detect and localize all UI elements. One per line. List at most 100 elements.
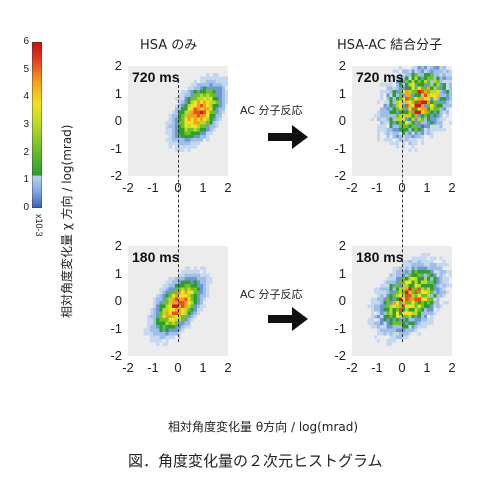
x-tick-label: 0 xyxy=(174,360,182,375)
heatmap-cell xyxy=(439,79,443,84)
heatmap-cell xyxy=(395,93,399,98)
heatmap-cell xyxy=(411,76,415,80)
heatmap-cell xyxy=(430,307,434,312)
heatmap-cell xyxy=(420,270,424,274)
heatmap-cell xyxy=(193,304,197,308)
heatmap-cell xyxy=(193,273,197,278)
heatmap-cell xyxy=(199,86,204,91)
heatmap-cell xyxy=(196,114,200,118)
heatmap-cell xyxy=(386,283,390,288)
heatmap-cell xyxy=(439,266,443,271)
heatmap-cell xyxy=(178,141,182,146)
x-tick-label: 0 xyxy=(174,180,182,195)
heatmap-cell xyxy=(386,96,390,101)
heatmap-cell xyxy=(442,76,446,80)
heatmap-cell xyxy=(420,256,424,260)
heatmap-cell xyxy=(423,117,428,122)
heatmap-cell xyxy=(430,270,434,274)
heatmap-cell xyxy=(181,107,185,111)
heatmap-cell xyxy=(174,121,179,125)
heatmap-cell xyxy=(206,134,210,139)
heatmap-cell xyxy=(377,100,381,104)
heatmap-cell xyxy=(411,131,415,135)
heatmap-cell xyxy=(430,131,434,135)
heatmap-cell xyxy=(193,270,197,274)
heatmap-cell xyxy=(178,294,182,298)
heatmap-cell xyxy=(442,103,446,108)
reference-dashed-line-right xyxy=(402,80,403,342)
heatmap-cell xyxy=(386,304,390,308)
heatmap-cell xyxy=(433,263,437,267)
heatmap-cell xyxy=(420,121,424,125)
heatmap-cell xyxy=(178,321,182,326)
heatmap-cell xyxy=(206,127,210,132)
heatmap-cell xyxy=(427,69,431,73)
colorbar xyxy=(32,42,42,208)
heatmap-cell xyxy=(218,90,222,94)
heatmap-cell xyxy=(417,107,421,111)
heatmap-cell xyxy=(224,96,228,101)
heatmap-cell xyxy=(184,276,188,281)
heatmap-cell xyxy=(367,318,371,322)
heatmap-cell xyxy=(405,96,409,101)
heatmap-cell xyxy=(414,134,418,139)
heatmap-cell xyxy=(171,301,175,305)
heatmap-cell xyxy=(389,114,393,118)
heatmap-cell xyxy=(439,110,443,115)
heatmap-cell xyxy=(178,145,182,149)
column-title-hsa: HSA のみ xyxy=(140,38,198,53)
heatmap-cell xyxy=(181,145,185,149)
heatmap-cell xyxy=(203,131,207,135)
heatmap-cell xyxy=(380,83,384,87)
heatmap-cell xyxy=(414,86,418,91)
heatmap-cell xyxy=(395,124,399,128)
heatmap-cell xyxy=(373,290,378,295)
heatmap-cell xyxy=(181,328,185,333)
heatmap-cell xyxy=(395,266,399,271)
heatmap-cell xyxy=(221,90,225,94)
heatmap-cell xyxy=(373,321,378,326)
y-tick-label: 1 xyxy=(338,265,346,281)
heatmap-cell xyxy=(430,280,434,284)
heatmap-cell xyxy=(392,76,396,80)
heatmap-cell xyxy=(184,96,188,101)
heatmap-cell xyxy=(427,294,431,298)
heatmap-cell xyxy=(178,131,182,135)
heatmap-cell xyxy=(168,145,172,149)
colorbar-tick: 5 xyxy=(23,63,29,75)
heatmap-cell xyxy=(383,83,387,87)
heatmap-cell xyxy=(439,96,443,101)
heatmap-cell xyxy=(392,121,396,125)
heatmap-cell xyxy=(398,110,403,115)
heatmap-cell xyxy=(215,96,219,101)
heatmap-cell xyxy=(221,86,225,91)
heatmap-cell xyxy=(414,256,418,260)
heatmap-cell xyxy=(184,321,188,326)
heatmap-cell xyxy=(162,294,166,298)
heatmap-cell xyxy=(427,121,431,125)
heatmap-cell xyxy=(174,276,179,281)
heatmap-cell xyxy=(420,127,424,132)
heatmap-cell xyxy=(436,114,440,118)
heatmap-cell xyxy=(442,294,446,298)
heatmap-cell xyxy=(423,287,428,291)
heatmap-cell xyxy=(411,114,415,118)
heatmap-cell xyxy=(405,69,409,73)
arrow-label-bottom: AC 分子反応 xyxy=(240,288,303,301)
heatmap-cell xyxy=(199,114,204,118)
heatmap-cell xyxy=(206,273,210,278)
heatmap-cell xyxy=(417,127,421,132)
heatmap-cell xyxy=(408,266,412,271)
heatmap-cell xyxy=(433,79,437,84)
heatmap-cell xyxy=(389,117,393,122)
heatmap-cell xyxy=(398,314,403,319)
heatmap-cell xyxy=(159,338,163,343)
heatmap-cell xyxy=(436,266,440,271)
heatmap-cell xyxy=(389,301,393,305)
heatmap-cell xyxy=(380,110,384,115)
heatmap-cell xyxy=(203,121,207,125)
heatmap-cell xyxy=(174,301,179,305)
heatmap-cell xyxy=(436,127,440,132)
heatmap-cell xyxy=(408,79,412,84)
heatmap-cell xyxy=(386,276,390,281)
